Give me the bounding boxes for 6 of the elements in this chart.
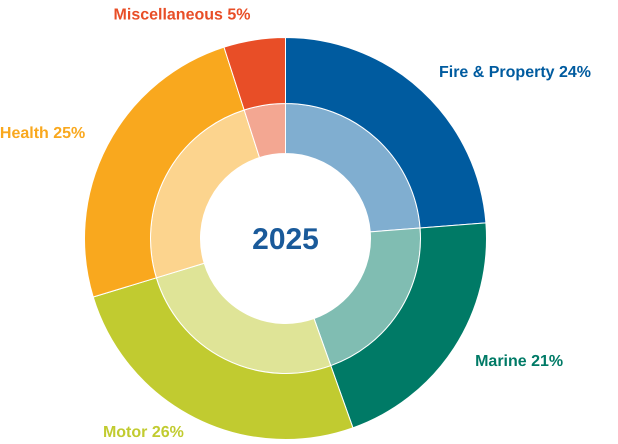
category-label: Health 25%	[0, 125, 86, 142]
category-label: Marine 21%	[475, 352, 564, 370]
category-label: Fire & Property 24%	[438, 64, 592, 82]
category-label: Miscellaneous 5%	[114, 6, 250, 24]
text: 2025	[252, 223, 319, 256]
category-label: Motor 26%	[102, 424, 184, 441]
